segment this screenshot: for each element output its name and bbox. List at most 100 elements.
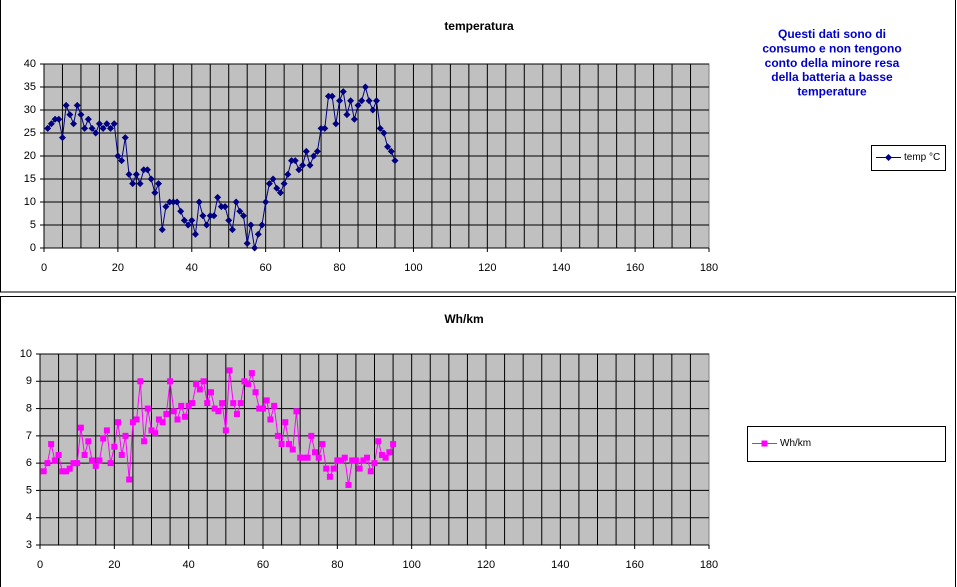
data-point <box>122 432 129 439</box>
data-point <box>185 402 192 409</box>
x-tick-label: 0 <box>41 262 47 274</box>
y-tick-label: 40 <box>24 58 36 70</box>
data-point <box>230 400 237 407</box>
data-point <box>361 83 369 91</box>
data-point <box>174 416 181 423</box>
data-point <box>169 198 177 206</box>
data-point <box>95 120 103 128</box>
data-point <box>328 92 336 100</box>
data-point <box>391 157 399 165</box>
legend-label: Wh/km <box>780 438 811 449</box>
data-point <box>221 203 229 211</box>
data-point <box>386 449 393 456</box>
data-point <box>315 454 322 461</box>
data-point <box>51 457 58 464</box>
data-point <box>380 129 388 137</box>
data-point <box>336 97 344 105</box>
data-point <box>278 441 285 448</box>
data-point <box>352 457 359 464</box>
data-point <box>210 212 218 220</box>
x-tick-label: 60 <box>260 262 272 274</box>
data-point <box>376 124 384 132</box>
x-tick-label: 100 <box>404 262 422 274</box>
data-point <box>173 198 181 206</box>
data-point <box>143 166 151 174</box>
data-point <box>88 124 96 132</box>
data-point <box>317 124 325 132</box>
x-tick-label: 140 <box>552 262 570 274</box>
data-point <box>306 161 314 169</box>
annotation: Questi dati sono di <box>778 27 886 41</box>
data-point <box>189 400 196 407</box>
x-tick-label: 160 <box>626 262 644 274</box>
data-point <box>159 419 166 426</box>
y-tick-label: 3 <box>26 539 32 551</box>
data-point <box>107 124 114 132</box>
data-point <box>356 465 363 472</box>
data-point <box>44 124 52 132</box>
data-point <box>319 441 326 448</box>
y-tick-label: 6 <box>26 457 32 469</box>
y-tick-label: 30 <box>24 104 36 116</box>
data-point <box>206 212 214 220</box>
data-point <box>288 157 296 165</box>
data-point <box>375 438 382 445</box>
data-point <box>260 405 266 412</box>
data-point <box>258 221 266 229</box>
legend-marker <box>885 154 892 161</box>
data-point <box>144 405 151 412</box>
data-point <box>58 134 66 142</box>
data-point <box>155 180 163 188</box>
data-point <box>347 97 355 105</box>
data-point <box>141 438 148 445</box>
data-point <box>148 427 155 434</box>
data-point <box>84 115 92 123</box>
data-point <box>195 198 203 206</box>
data-point <box>299 161 307 169</box>
data-point <box>276 189 284 197</box>
x-tick-label: 80 <box>333 262 345 274</box>
data-point <box>162 203 170 211</box>
data-point <box>350 115 358 123</box>
x-tick-label: 120 <box>477 559 495 571</box>
data-point <box>129 419 136 426</box>
data-point <box>304 454 311 461</box>
data-point <box>118 451 125 458</box>
data-point <box>308 432 315 439</box>
x-tick-label: 180 <box>700 559 718 571</box>
data-point <box>326 473 333 480</box>
data-point <box>282 419 289 426</box>
data-point <box>62 101 70 109</box>
data-point <box>243 239 251 247</box>
data-point <box>338 457 345 464</box>
data-point <box>225 216 233 224</box>
data-point <box>286 441 293 448</box>
data-point <box>44 460 51 467</box>
data-point <box>263 397 270 404</box>
x-tick-label: 40 <box>186 262 198 274</box>
data-point <box>321 124 329 132</box>
data-point <box>274 432 281 439</box>
data-point <box>300 454 307 461</box>
annotation: della batteria a basse <box>771 70 893 84</box>
data-point <box>126 476 133 483</box>
data-point <box>254 230 262 238</box>
y-tick-label: 10 <box>24 196 36 208</box>
data-point <box>226 367 233 374</box>
data-point <box>339 88 347 96</box>
data-point <box>236 207 244 215</box>
data-point <box>271 402 278 409</box>
data-point <box>103 120 111 128</box>
data-point <box>178 402 185 409</box>
data-point <box>166 198 174 206</box>
data-point <box>196 386 203 393</box>
data-point <box>291 157 299 165</box>
data-point <box>330 465 337 472</box>
data-point <box>140 166 148 174</box>
data-point <box>129 180 137 188</box>
annotation: consumo e non tengono <box>762 41 901 55</box>
data-point <box>177 207 185 215</box>
data-point <box>152 430 159 437</box>
